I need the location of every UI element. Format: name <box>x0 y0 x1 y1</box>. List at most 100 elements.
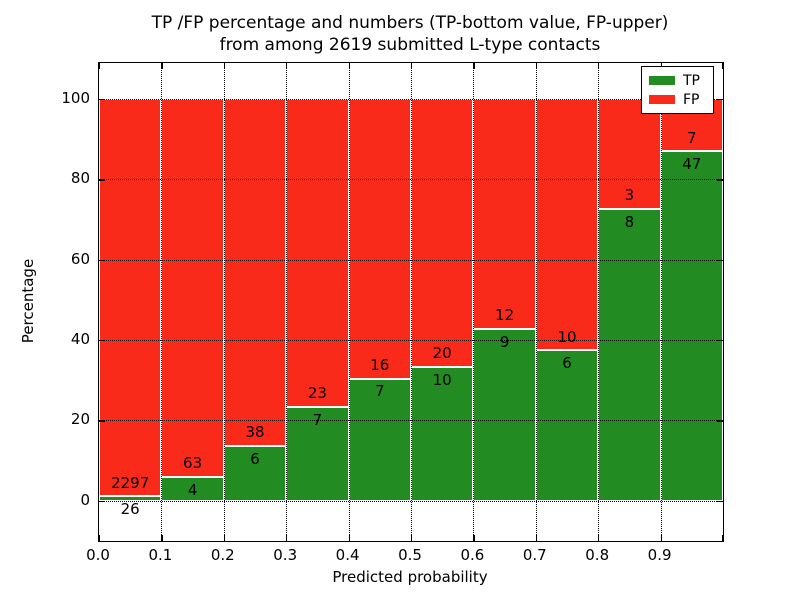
fp-count-label: 20 <box>432 344 452 363</box>
y-tick-mark <box>717 179 723 181</box>
y-axis-label: Percentage <box>19 258 37 344</box>
gridline-vertical <box>660 63 662 541</box>
tp-count-label: 10 <box>432 370 452 389</box>
y-tick-mark <box>717 420 723 422</box>
x-tick-mark <box>660 535 662 541</box>
tp-count-label: 6 <box>250 449 260 468</box>
plot-inner: 2297 26 63 4 38 6 23 7 16 7 20 10 12 9 10 6 3 8 7 47 <box>99 63 723 541</box>
x-tick-mark <box>473 535 475 541</box>
tp-bar-segment <box>473 328 536 501</box>
y-tick-mark <box>99 99 105 101</box>
tp-bar-segment <box>660 151 723 501</box>
fp-count-label: 12 <box>495 306 515 325</box>
fp-count-label: 10 <box>557 327 577 346</box>
legend-entry: FP <box>649 93 706 107</box>
x-tick-mark <box>161 63 163 69</box>
fp-bar-segment <box>99 99 162 497</box>
y-tick-mark <box>717 340 723 342</box>
x-tick-mark <box>99 535 101 541</box>
y-tick-mark <box>717 500 723 503</box>
legend-entry-label: FP <box>683 91 700 108</box>
fp-count-label: 23 <box>307 384 327 403</box>
x-tick-mark <box>411 63 413 69</box>
plot-area: 2297 26 63 4 38 6 23 7 16 7 20 10 12 9 10 6 3 8 7 47 <box>98 62 724 542</box>
fp-bar-segment <box>286 99 349 408</box>
tp-bar-segment <box>535 350 599 501</box>
x-axis-label: Predicted probability <box>332 568 488 586</box>
chart-title-line1: TP /FP percentage and numbers (TP-bottom… <box>151 13 669 33</box>
y-tick-mark <box>99 179 105 181</box>
y-tick-mark <box>99 420 105 422</box>
gridline-vertical <box>598 63 600 541</box>
fp-count-label: 63 <box>183 454 203 473</box>
tp-count-label: 8 <box>624 212 635 231</box>
fp-count-label: 38 <box>245 423 265 442</box>
x-tick-mark <box>223 63 225 69</box>
y-tick-mark <box>717 259 723 261</box>
x-tick-mark <box>99 63 101 69</box>
x-tick-mark <box>721 535 723 541</box>
fp-bar-segment <box>348 99 411 379</box>
x-tick-mark <box>598 63 600 69</box>
x-tick-label: 0.9 <box>647 546 672 564</box>
chart-title-line2: from among 2619 submitted L-type contact… <box>219 35 601 55</box>
y-tick-label: 80 <box>70 169 90 188</box>
gridline-vertical <box>348 63 350 541</box>
y-tick-label: 60 <box>70 249 90 268</box>
x-tick-label: 0.2 <box>210 546 235 564</box>
x-tick-label: 0.8 <box>585 546 610 564</box>
gridline-vertical <box>535 63 537 541</box>
x-tick-mark <box>598 535 600 541</box>
legend: TP FP <box>641 66 714 114</box>
chart-title: TP /FP percentage and numbers (TP-bottom… <box>98 12 722 56</box>
x-tick-mark <box>223 535 225 541</box>
y-tick-label: 0 <box>80 490 90 509</box>
x-tick-label: 0.7 <box>522 546 547 564</box>
tp-bar-segment <box>598 208 661 501</box>
tp-count-label: 6 <box>562 354 572 373</box>
tp-count-label: 9 <box>499 332 510 351</box>
x-tick-mark <box>286 63 288 69</box>
fp-bar-segment <box>223 99 287 447</box>
legend-entry-label: TP <box>683 72 700 89</box>
gridline-vertical <box>161 63 163 541</box>
tp-count-label: 26 <box>120 500 140 519</box>
tp-count-label: 7 <box>375 382 385 401</box>
gridline-vertical <box>286 63 288 541</box>
gridline-vertical <box>411 63 412 541</box>
legend-swatch-tp <box>649 76 675 85</box>
x-tick-mark <box>348 535 350 541</box>
fp-bar-segment <box>161 99 224 477</box>
y-tick-mark <box>99 500 105 503</box>
tp-count-label: 7 <box>312 410 323 429</box>
fp-count-label: 7 <box>687 128 697 147</box>
x-tick-label: 0.0 <box>86 546 110 564</box>
x-tick-mark <box>535 63 537 69</box>
x-tick-label: 0.1 <box>148 546 173 564</box>
y-tick-label: 100 <box>61 89 90 108</box>
gridline-vertical <box>473 63 475 541</box>
x-tick-mark <box>473 63 475 69</box>
gridline-vertical <box>223 63 225 541</box>
y-tick-mark <box>99 259 105 261</box>
legend-swatch-fp <box>649 95 675 104</box>
fp-count-label: 3 <box>624 186 635 205</box>
y-tick-mark <box>99 340 105 342</box>
x-tick-mark <box>348 63 350 69</box>
y-tick-label: 40 <box>70 330 90 349</box>
fp-bar-segment <box>473 99 536 329</box>
tp-bar-segment <box>99 496 162 501</box>
x-tick-label: 0.3 <box>273 546 298 564</box>
legend-entry: TP <box>649 74 706 88</box>
fp-count-label: 2297 <box>111 473 150 492</box>
tp-count-label: 47 <box>682 155 702 174</box>
fp-bar-segment <box>535 99 599 351</box>
x-tick-mark <box>721 63 723 69</box>
fp-count-label: 16 <box>370 355 390 374</box>
tp-bar-segment <box>223 446 287 501</box>
x-tick-label: 0.6 <box>460 546 485 564</box>
y-tick-mark <box>717 99 723 101</box>
x-tick-mark <box>411 535 413 541</box>
x-tick-mark <box>535 535 537 541</box>
